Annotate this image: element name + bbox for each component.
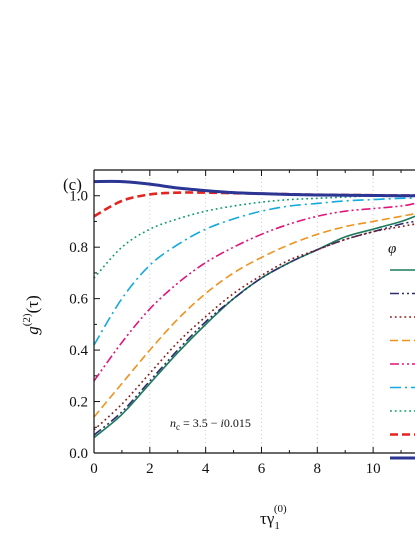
y-tick-label: 1.0 [69,189,88,205]
y-tick-label: 0.4 [69,343,88,359]
grid [149,170,374,453]
series-line-1 [93,215,415,439]
y-tick-label: 0.8 [69,240,88,256]
series-line-6 [93,197,415,346]
y-axis-title: g(2)(τ) [21,295,42,334]
series-line-3 [93,223,415,431]
annotation: nc = 3.5 − i0.015 [170,416,251,432]
x-tick-label: 4 [202,461,210,477]
x-axis-title: τγ1 (0) [260,503,287,532]
annotation-n: n [170,416,176,430]
y-tick-label: 0.6 [69,292,88,308]
series-line-2 [93,220,415,436]
annotation-tail: 0.015 [224,416,251,430]
series-layer [93,179,415,439]
y-axis-title-main: g [23,326,42,335]
panel-label: (c) [63,175,82,194]
x-axis-title-main: τγ [260,509,275,528]
x-tick-label: 0 [90,461,98,477]
annotation-i: i [221,416,224,430]
y-tick-label: 0.2 [69,395,88,411]
annotation-mid: = 3.5 − [180,416,221,430]
legend-header: φ [388,241,396,257]
x-tick-label: 10 [366,461,381,477]
axes: 0 2 4 6 8 10 0.0 0.2 0.4 0.6 0.8 1.0 [69,169,415,477]
series-line-5 [93,202,415,382]
annotation-sub: c [176,422,180,432]
y-tick-label: 0.0 [69,446,88,462]
x-tick-label: 8 [314,461,322,477]
y-axis-title-sup: (2) [21,313,33,326]
x-axis-title-sub: 1 [274,520,280,532]
legend [390,269,415,460]
x-axis-title-sup: (0) [274,503,287,515]
series-line-4 [93,212,415,418]
y-axis-title-tail: (τ) [23,295,42,313]
x-tick-label: 2 [146,461,154,477]
x-tick-label: 6 [258,461,266,477]
series-line-9 [93,179,415,198]
series-line-7 [93,194,415,279]
